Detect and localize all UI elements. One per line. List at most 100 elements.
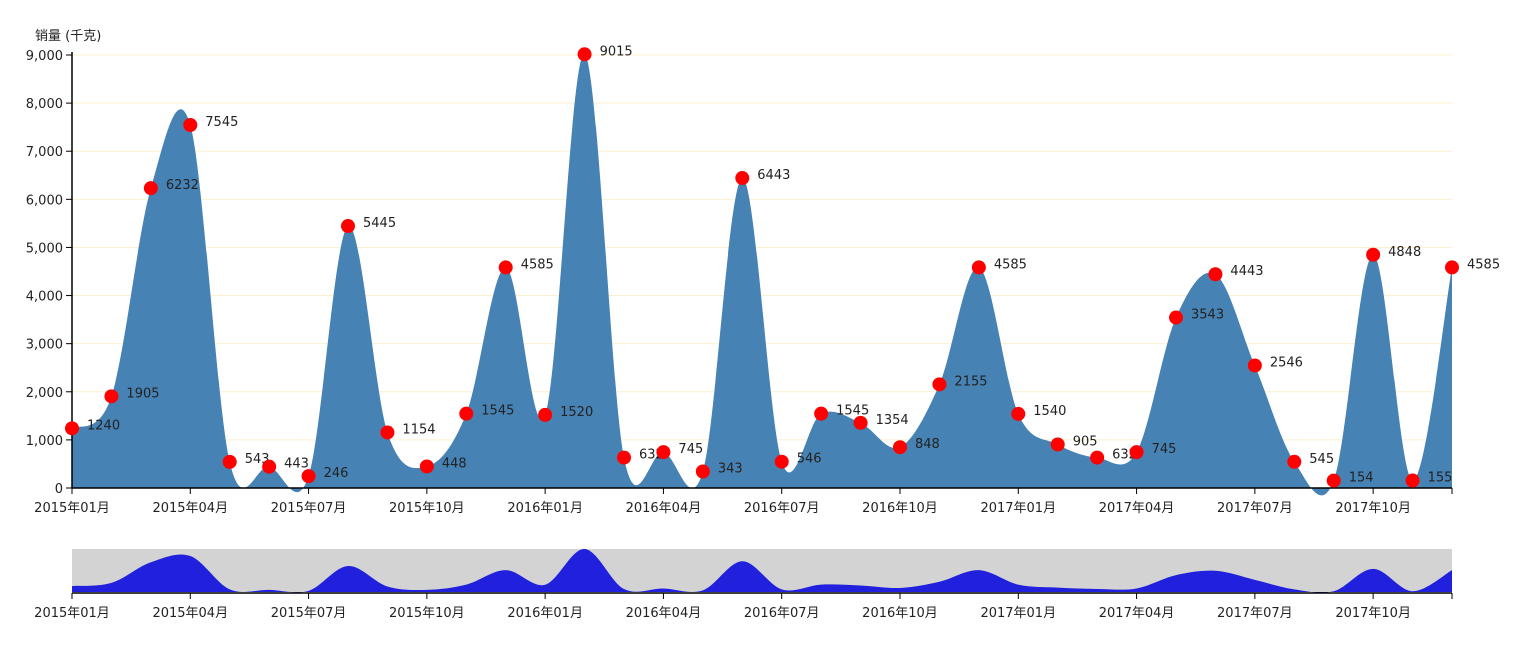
y-tick-label: 8,000	[26, 97, 63, 112]
data-label: 4848	[1388, 245, 1421, 260]
data-point[interactable]	[183, 118, 198, 133]
x-axis-tick-label: 2016年01月	[507, 501, 583, 516]
data-label: 443	[284, 457, 309, 472]
data-point[interactable]	[617, 450, 631, 465]
data-point[interactable]	[1287, 454, 1302, 469]
data-point[interactable]	[774, 454, 789, 469]
data-point[interactable]	[143, 181, 158, 196]
data-label: 1545	[836, 404, 869, 419]
data-label: 1545	[481, 404, 514, 419]
data-label: 745	[1152, 442, 1177, 457]
data-label: 154	[1349, 471, 1374, 486]
data-point[interactable]	[1050, 437, 1065, 452]
data-point[interactable]	[656, 445, 671, 460]
y-axis-label: 销量 (千克)	[35, 29, 101, 44]
data-point[interactable]	[262, 459, 277, 474]
data-point[interactable]	[1011, 406, 1026, 421]
x-axis-tick-label: 2016年07月	[744, 501, 820, 516]
data-label: 1520	[560, 405, 593, 420]
main-area	[72, 54, 1452, 496]
data-point[interactable]	[1445, 260, 1459, 275]
y-tick-label: 9,000	[26, 49, 63, 64]
data-point[interactable]	[577, 47, 592, 62]
y-tick-label: 6,000	[26, 193, 63, 208]
data-point[interactable]	[695, 464, 710, 479]
data-label: 6232	[166, 178, 199, 193]
data-label: 745	[678, 442, 703, 457]
y-tick-label: 0	[55, 482, 63, 497]
data-label: 3543	[1191, 308, 1224, 323]
brush-x-axis-tick-label: 2015年01月	[34, 606, 110, 621]
y-tick-label: 4,000	[26, 290, 63, 305]
brush-x-axis-tick-label: 2015年10月	[389, 606, 465, 621]
data-point[interactable]	[1169, 310, 1183, 325]
data-point[interactable]	[459, 406, 474, 421]
data-point[interactable]	[971, 260, 986, 275]
data-point[interactable]	[1366, 247, 1381, 262]
data-point[interactable]	[735, 171, 750, 186]
data-label: 2546	[1270, 356, 1303, 371]
data-point[interactable]	[222, 454, 237, 469]
brush-x-axis-tick-label: 2016年07月	[744, 606, 820, 621]
data-point[interactable]	[853, 415, 868, 430]
x-axis-tick-label: 2015年10月	[389, 501, 465, 516]
x-axis-tick-label: 2017年07月	[1217, 501, 1293, 516]
y-axis: 0 1,000 2,000 3,000 4,000 5,000 6,000 7,000 8,00…	[26, 49, 73, 497]
data-point[interactable]	[893, 440, 907, 455]
data-point[interactable]	[1247, 358, 1262, 373]
brush-x-axis-tick-label: 2016年01月	[507, 606, 583, 621]
data-label: 2155	[954, 374, 987, 389]
data-label: 6443	[757, 168, 790, 183]
data-label: 343	[718, 461, 743, 476]
data-point[interactable]	[814, 406, 829, 421]
gridlines	[72, 54, 1452, 441]
data-label: 4585	[1467, 257, 1500, 272]
brush-x-axis-tick-label: 2017年10月	[1335, 606, 1411, 621]
data-label: 848	[915, 437, 940, 452]
x-axis-tick-label: 2017年04月	[1099, 501, 1175, 516]
data-label: 1905	[126, 386, 159, 401]
data-point[interactable]	[341, 219, 355, 234]
y-tick-label: 7,000	[26, 145, 63, 160]
x-axis-tick-label: 2016年10月	[862, 501, 938, 516]
data-point[interactable]	[538, 407, 553, 422]
data-label: 9015	[600, 44, 633, 59]
data-label: 7545	[205, 115, 238, 130]
brush-x-axis-tick-label: 2016年04月	[626, 606, 702, 621]
data-label: 4443	[1230, 264, 1263, 279]
brush-x-axis-tick-label: 2016年10月	[862, 606, 938, 621]
data-point[interactable]	[932, 377, 947, 392]
y-tick-label: 1,000	[26, 434, 63, 449]
brush-x-axis: 2015年01月 2015年04月 2015年07月 2015年10月 2016年01月…	[34, 592, 1453, 621]
data-point[interactable]	[1326, 473, 1341, 488]
x-axis-tick-label: 2015年04月	[152, 501, 228, 516]
data-point[interactable]	[1208, 267, 1223, 282]
data-point[interactable]	[380, 425, 395, 440]
brush-x-axis-tick-label: 2017年01月	[980, 606, 1056, 621]
data-label: 448	[442, 456, 467, 471]
data-point[interactable]	[1129, 445, 1144, 460]
brush-x-axis-tick-label: 2015年04月	[152, 606, 228, 621]
y-tick-label: 5,000	[26, 241, 63, 256]
data-label: 1354	[876, 413, 909, 428]
data-label: 246	[324, 466, 349, 481]
data-label: 155	[1428, 471, 1453, 486]
data-point[interactable]	[65, 421, 79, 436]
brush-x-axis-tick-label: 2017年04月	[1099, 606, 1175, 621]
data-label: 546	[797, 452, 822, 467]
data-point[interactable]	[498, 260, 513, 275]
y-tick-label: 2,000	[26, 386, 63, 401]
data-label: 905	[1073, 434, 1098, 449]
data-point[interactable]	[1090, 450, 1105, 465]
x-axis-tick-label: 2017年01月	[980, 501, 1056, 516]
data-point[interactable]	[301, 469, 316, 484]
data-label: 5445	[363, 216, 396, 231]
brush-x-axis-tick-label: 2015年07月	[271, 606, 347, 621]
data-label: 1240	[87, 418, 120, 433]
data-point[interactable]	[104, 389, 119, 404]
brush-x-axis-tick-label: 2017年07月	[1217, 606, 1293, 621]
data-point[interactable]	[1405, 473, 1420, 488]
data-point[interactable]	[419, 459, 434, 474]
